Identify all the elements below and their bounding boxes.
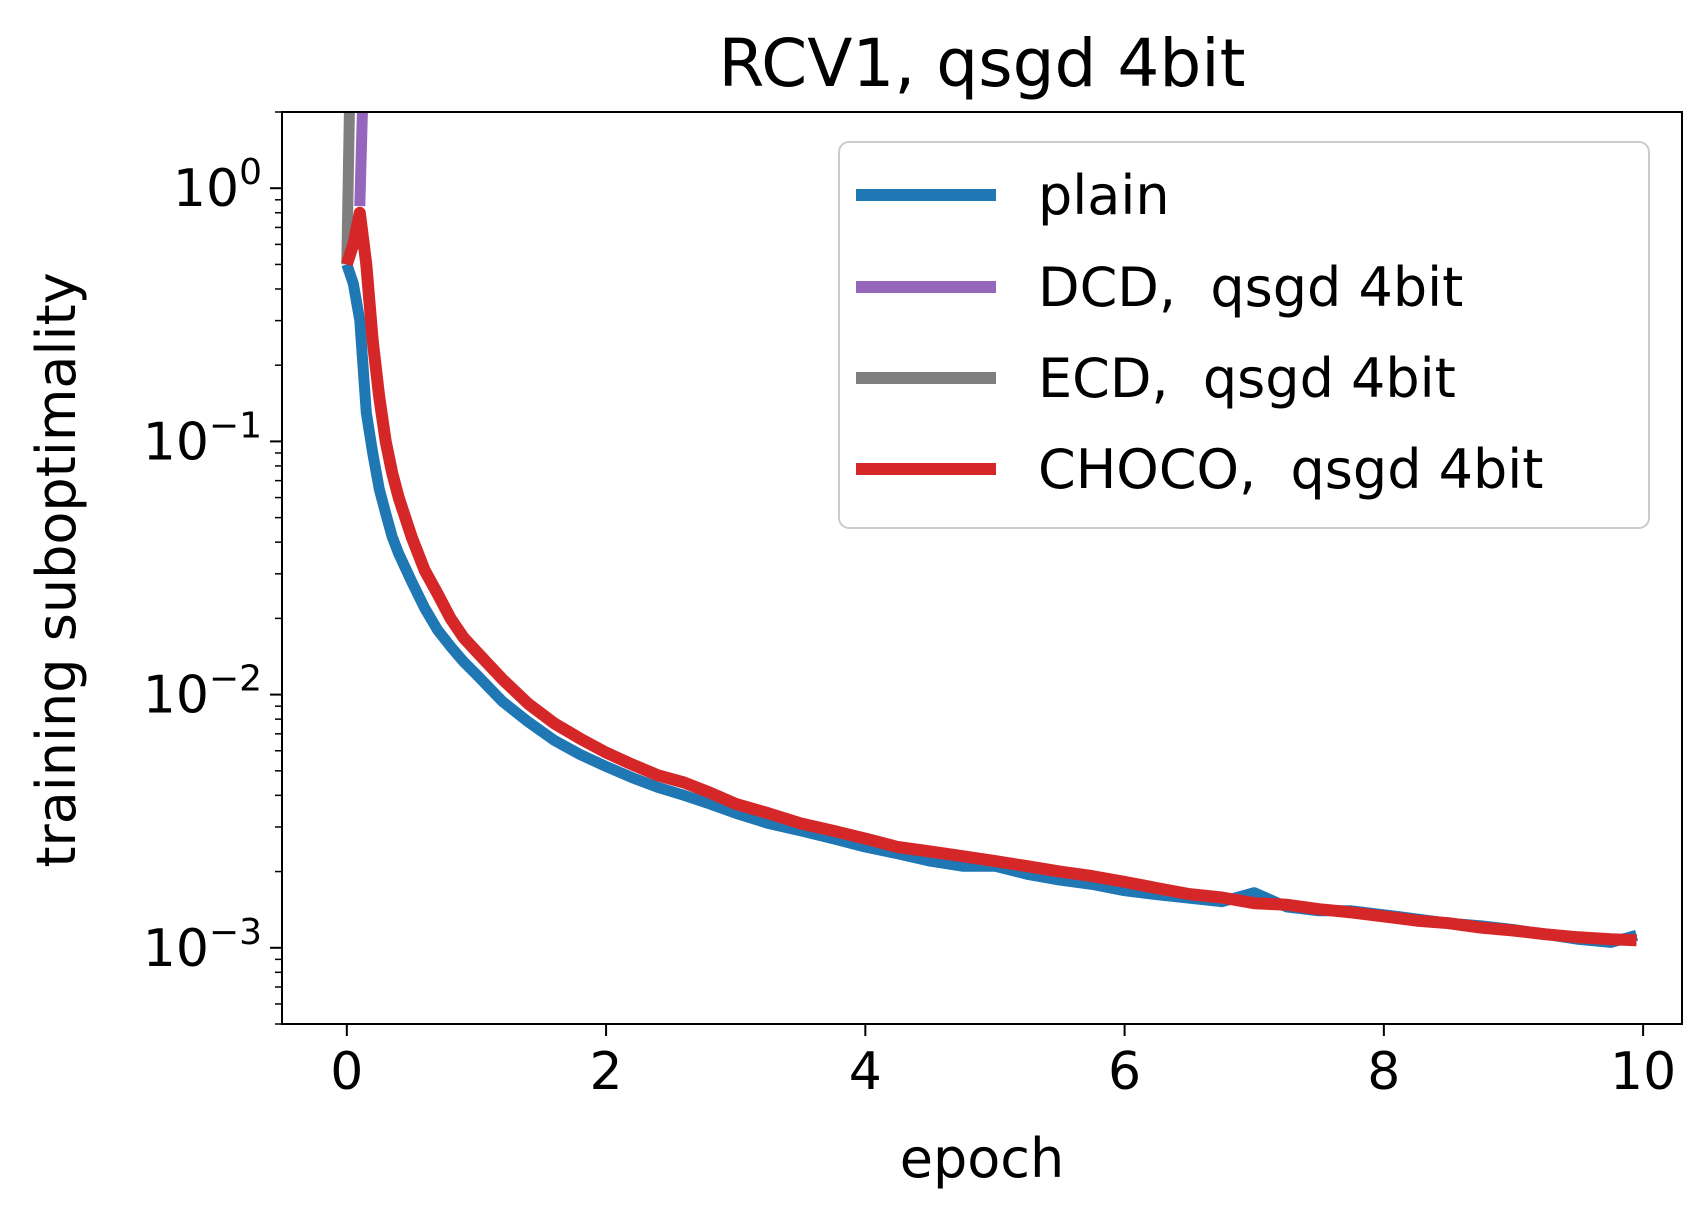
legend-label: CHOCO, qsgd 4bit xyxy=(1038,438,1543,501)
y-minor-ticks xyxy=(275,111,282,1025)
x-tick-label: 8 xyxy=(1367,1042,1400,1102)
series-lines xyxy=(341,112,1639,948)
y-tick-label: 10−3 xyxy=(143,912,262,979)
chart-title: RCV1, qsgd 4bit xyxy=(719,25,1246,102)
legend-label: ECD, qsgd 4bit xyxy=(1038,347,1456,410)
legend-label: DCD, qsgd 4bit xyxy=(1038,256,1463,319)
y-tick-label: 10−1 xyxy=(143,405,262,472)
series-line-choco xyxy=(341,206,1637,947)
legend-label: plain xyxy=(1038,164,1170,227)
x-axis-ticks: 0 2 4 6 8 10 xyxy=(330,1024,1676,1102)
y-axis-label: training suboptimality xyxy=(25,272,88,867)
y-axis-ticks: 100 10−1 10−2 10−3 xyxy=(143,152,282,979)
x-tick-label: 10 xyxy=(1610,1042,1676,1102)
y-tick-label: 10−2 xyxy=(143,659,262,726)
legend: plain DCD, qsgd 4bit ECD, qsgd 4bit CHOCO, … xyxy=(838,141,1650,529)
x-tick-label: 4 xyxy=(849,1042,882,1102)
x-axis-label: epoch xyxy=(900,1127,1064,1190)
x-tick-label: 6 xyxy=(1108,1042,1141,1102)
series-line-dcd xyxy=(354,112,368,207)
x-tick-label: 2 xyxy=(590,1042,623,1102)
series-line-ecd xyxy=(341,112,355,265)
plot-frame xyxy=(281,111,1683,1025)
legend-box xyxy=(838,141,1650,529)
x-tick-label: 0 xyxy=(330,1042,363,1102)
y-tick-label: 100 xyxy=(173,152,262,219)
